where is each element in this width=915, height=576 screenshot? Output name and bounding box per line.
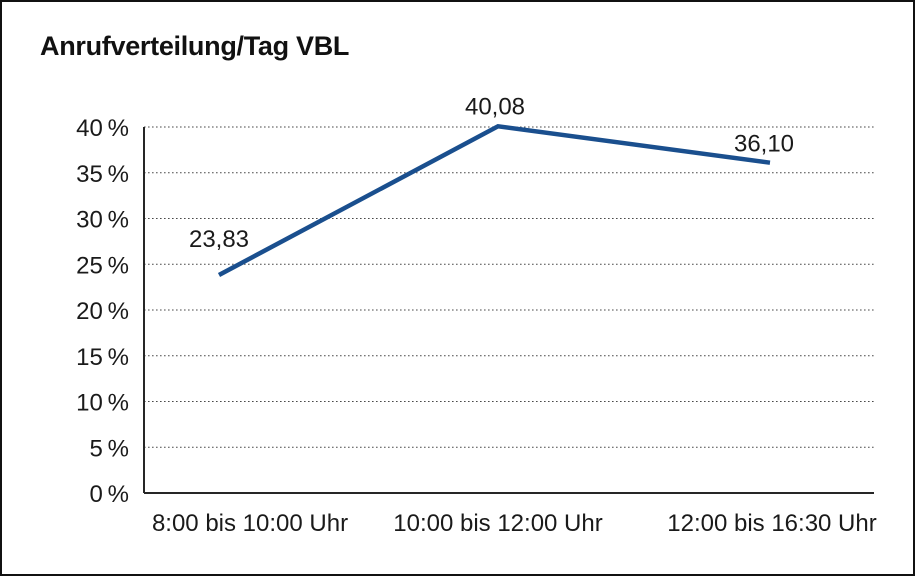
y-tick-label: 5 % bbox=[90, 435, 130, 462]
data-label: 36,10 bbox=[734, 131, 794, 158]
y-tick-label: 30 % bbox=[76, 207, 129, 234]
y-tick-label: 15 % bbox=[76, 344, 129, 371]
y-tick-label: 0 % bbox=[90, 481, 130, 508]
data-label: 40,08 bbox=[465, 93, 525, 120]
y-tick-label: 20 % bbox=[76, 298, 129, 325]
x-tick-label: 12:00 bis 16:30 Uhr bbox=[667, 510, 876, 537]
chart-title: Anrufverteilung/Tag VBL bbox=[40, 31, 350, 61]
y-tick-label: 40 % bbox=[76, 115, 129, 142]
x-tick-label: 8:00 bis 10:00 Uhr bbox=[152, 510, 348, 537]
x-tick-label: 10:00 bis 12:00 Uhr bbox=[393, 510, 602, 537]
y-tick-label: 35 % bbox=[76, 161, 129, 188]
series-line bbox=[217, 123, 771, 277]
data-label: 23,83 bbox=[189, 226, 249, 253]
y-tick-label: 10 % bbox=[76, 390, 129, 417]
y-tick-label: 25 % bbox=[76, 252, 129, 279]
